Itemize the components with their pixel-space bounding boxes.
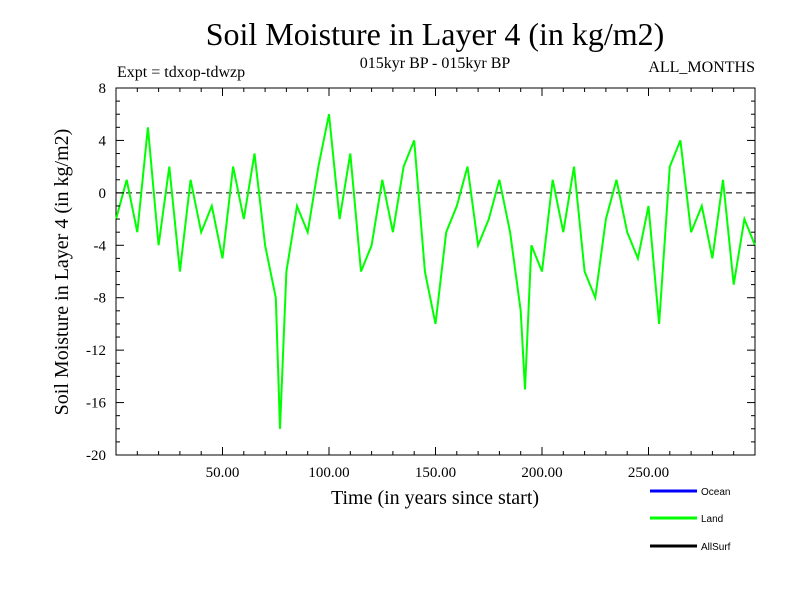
y-tick-label: -20 — [86, 448, 106, 464]
y-tick-label: -8 — [94, 291, 107, 307]
chart-subtitle-left: Expt = tdxop-tdwzp — [117, 64, 245, 81]
chart-title: Soil Moisture in Layer 4 (in kg/m2) — [206, 16, 665, 52]
legend-label-allsurf: AllSurf — [701, 542, 731, 553]
y-tick-label: 4 — [99, 133, 107, 149]
y-tick-label: -16 — [86, 396, 106, 412]
legend-label-land: Land — [701, 514, 723, 525]
x-tick-label: 250.00 — [628, 465, 669, 481]
chart-subtitle-center: 015kyr BP - 015kyr BP — [360, 55, 511, 72]
x-axis-label: Time (in years since start) — [331, 487, 539, 509]
y-tick-label: -4 — [94, 238, 107, 254]
x-tick-label: 150.00 — [415, 465, 456, 481]
legend-label-ocean: Ocean — [701, 487, 730, 498]
chart-subtitle-right: ALL_MONTHS — [648, 59, 755, 76]
y-tick-label: 8 — [99, 81, 107, 97]
y-tick-label: 0 — [99, 186, 107, 202]
y-axis-label: Soil Moisture in Layer 4 (in kg/m2) — [51, 129, 73, 416]
plot-frame — [115, 87, 756, 456]
y-tick-label: -12 — [86, 343, 106, 359]
x-tick-label: 200.00 — [521, 465, 562, 481]
legend: Ocean Land AllSurf — [650, 487, 731, 553]
x-tick-label: 50.00 — [206, 465, 240, 481]
y-axis: 8 4 0 -4 -8 -12 -16 -20 — [86, 81, 755, 464]
x-tick-label: 100.00 — [308, 465, 349, 481]
plot-area — [115, 87, 756, 456]
x-axis: 50.00 100.00 150.00 200.00 250.00 — [136, 88, 735, 481]
series-line-land — [115, 114, 756, 429]
